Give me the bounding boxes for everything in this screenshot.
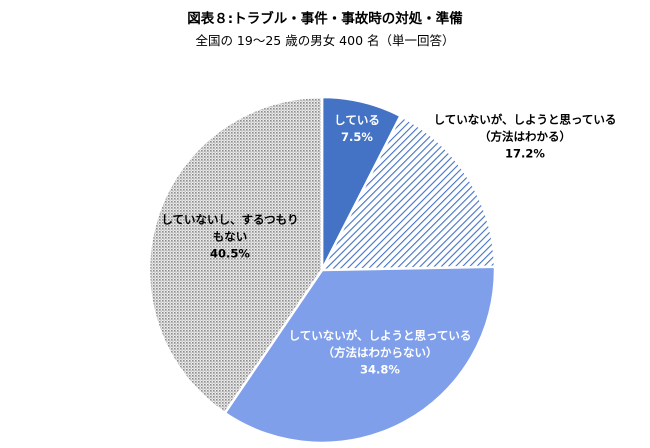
slice-category-label: もない (213, 230, 248, 244)
slice-category-label: していないが、しようと思っている (289, 329, 472, 343)
slice-plan-know-method (319, 114, 497, 272)
chart-title: 図表８:トラブル・事件・事故時の対処・準備 (187, 11, 463, 27)
slice-no-intention (147, 95, 324, 415)
slice-category-label: していないが、しようと思っている (434, 113, 617, 127)
slice-category-label: していないし、するつもり (161, 213, 298, 227)
slice-value-label: 7.5% (341, 130, 373, 144)
slice-category-label: している (334, 113, 380, 127)
slice-category-label: （方法はわかる） (479, 130, 571, 144)
slice-value-label: 17.2% (505, 147, 545, 161)
slice-category-label: （方法はわからない） (323, 346, 438, 360)
chart-subtitle: 全国の 19～25 歳の男女 400 名（単一回答） (195, 33, 455, 48)
slice-value-label: 40.5% (210, 247, 250, 261)
slice-plan-dont-know-method (223, 265, 497, 445)
slice-value-label: 34.8% (360, 363, 400, 377)
